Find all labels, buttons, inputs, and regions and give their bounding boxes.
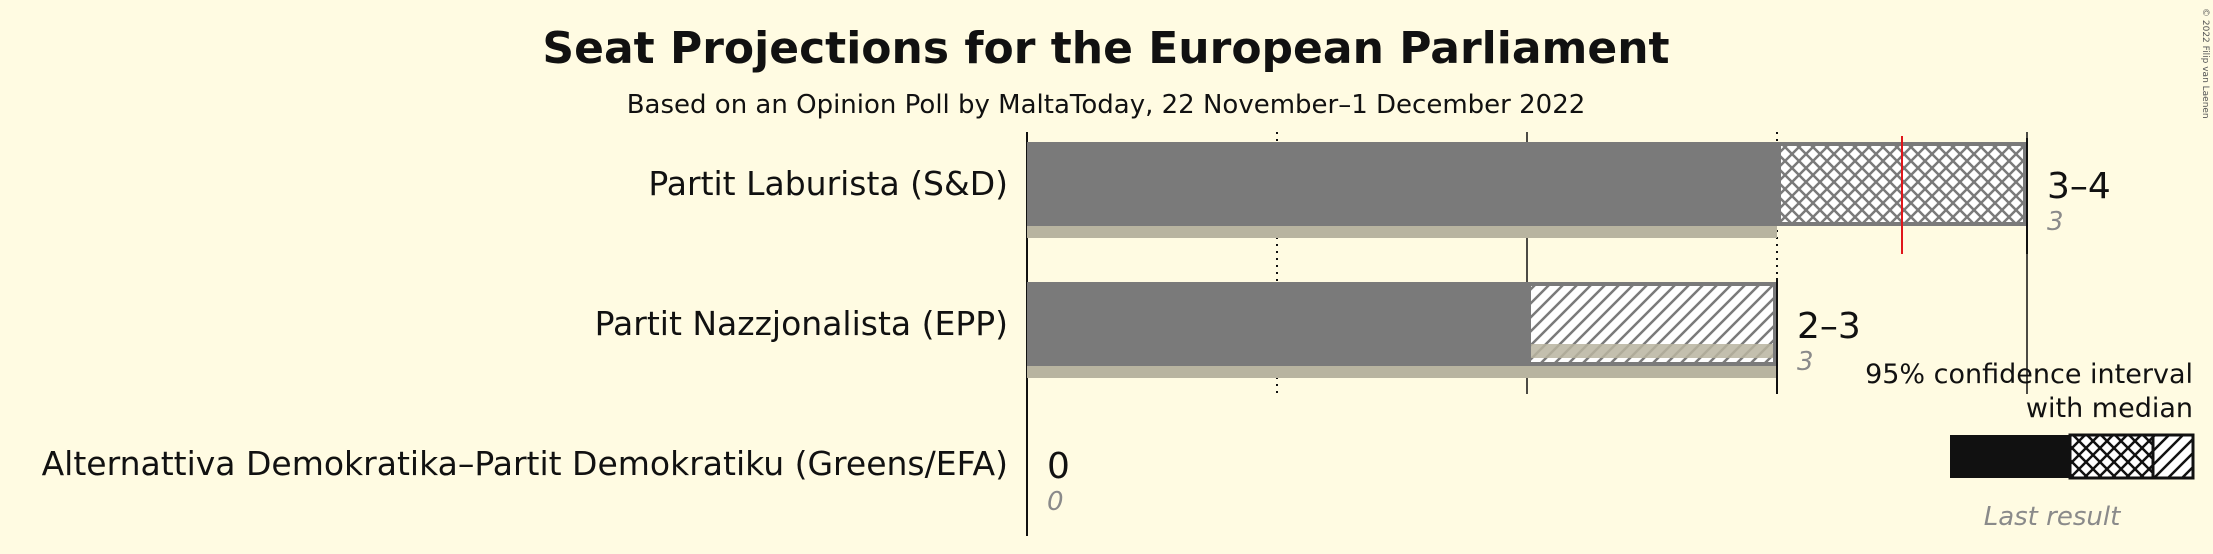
party-label-0: Partit Laburista (S&D) <box>648 164 1008 203</box>
last-result-label-0: 3 <box>2047 207 2064 237</box>
party-label-2: Alternattiva Demokratika–Partit Demokrat… <box>42 444 1008 483</box>
chart-title: Seat Projections for the European Parlia… <box>542 23 1669 74</box>
legend-ci-diagonal <box>2151 433 2195 480</box>
last-result-overlap-1 <box>1531 344 1773 358</box>
copyright: © 2022 Filip van Laenen <box>2200 8 2210 119</box>
legend-title-line2: with median <box>2026 393 2193 424</box>
legend-ci-solid <box>1950 435 2070 478</box>
legend: 95% confidence interval with median Last… <box>1865 359 2195 532</box>
ci-solid-bar-0 <box>1027 142 1777 226</box>
ci-solid-bar-1 <box>1027 282 1527 366</box>
legend-ci-crosshatch <box>2068 433 2155 480</box>
range-label-2: 0 <box>1047 446 1070 487</box>
legend-last-result-label: Last result <box>1984 502 2121 532</box>
chart-subtitle: Based on an Opinion Poll by MaltaToday, … <box>627 90 1586 120</box>
bars-group <box>1027 136 2028 394</box>
range-label-0: 3–4 <box>2047 166 2111 207</box>
legend-title-line1: 95% confidence interval <box>1865 359 2193 390</box>
range-label-1: 2–3 <box>1797 306 1861 347</box>
party-label-1: Partit Nazzjonalista (EPP) <box>595 304 1008 343</box>
last-result-label-2: 0 <box>1047 487 1064 517</box>
last-result-label-1: 3 <box>1797 347 1814 377</box>
